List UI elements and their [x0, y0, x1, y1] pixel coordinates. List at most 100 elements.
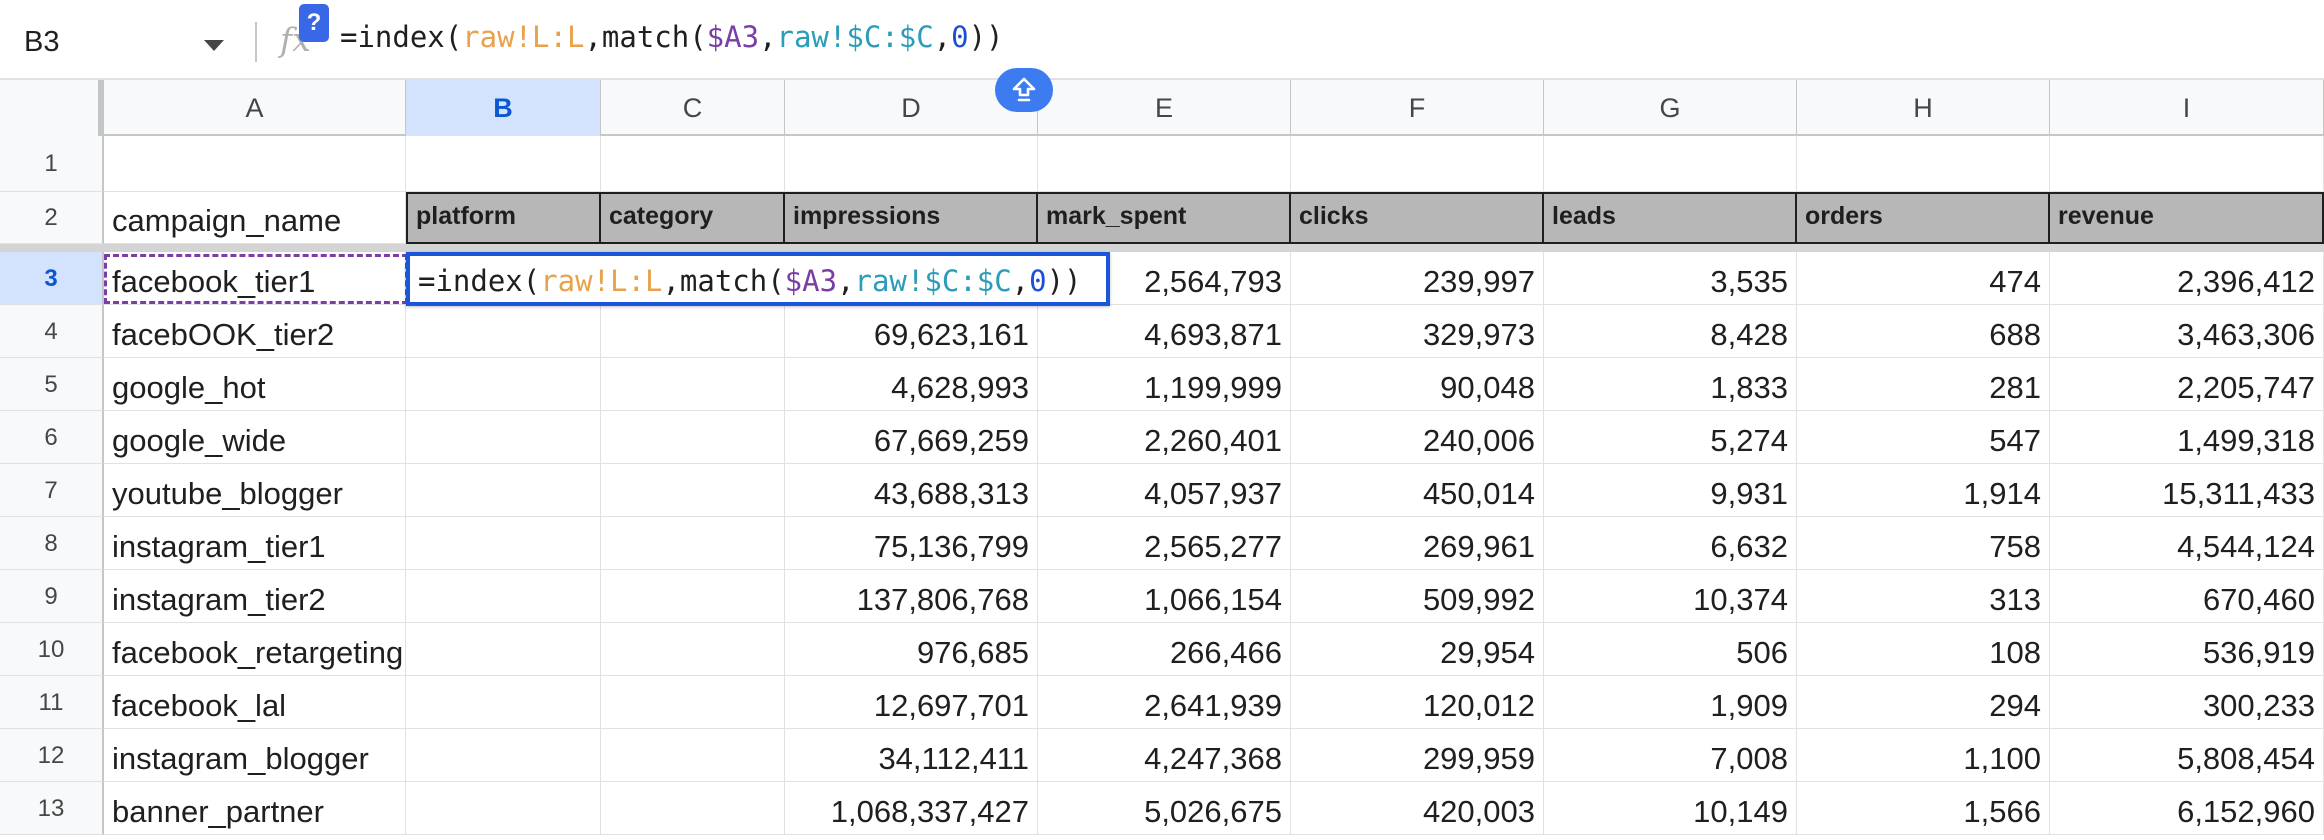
name-box[interactable]: B3	[0, 8, 240, 72]
cell-mark_spent[interactable]: 4,693,871	[1038, 305, 1291, 358]
cell[interactable]	[406, 464, 601, 517]
cell-leads[interactable]: 7,008	[1544, 729, 1797, 782]
select-all-corner[interactable]	[0, 80, 104, 136]
cell[interactable]	[406, 676, 601, 729]
table-row-name[interactable]: facebook_lal	[104, 676, 406, 729]
cell-revenue[interactable]: 2,205,747	[2050, 358, 2324, 411]
cell[interactable]	[601, 570, 785, 623]
row-header-9[interactable]: 9	[0, 570, 104, 623]
cell-clicks[interactable]: 120,012	[1291, 676, 1544, 729]
cell-impressions[interactable]: 69,623,161	[785, 305, 1038, 358]
cell[interactable]	[1291, 136, 1544, 192]
header-cell[interactable]: platform	[406, 192, 601, 244]
cell[interactable]	[785, 136, 1038, 192]
cell-leads[interactable]: 6,632	[1544, 517, 1797, 570]
header-cell[interactable]: orders	[1797, 192, 2050, 244]
cell-impressions[interactable]: 67,669,259	[785, 411, 1038, 464]
cell-clicks[interactable]: 329,973	[1291, 305, 1544, 358]
cell-leads[interactable]: 9,931	[1544, 464, 1797, 517]
table-row-name[interactable]: youtube_blogger	[104, 464, 406, 517]
cell[interactable]	[601, 464, 785, 517]
cell-leads[interactable]: 1,833	[1544, 358, 1797, 411]
cell-leads[interactable]: 10,149	[1544, 782, 1797, 835]
cell-revenue[interactable]: 15,311,433	[2050, 464, 2324, 517]
cell-impressions[interactable]: 43,688,313	[785, 464, 1038, 517]
active-cell-editor[interactable]: =index(raw!L:L,match($A3,raw!$C:$C,0))	[406, 252, 1110, 306]
cell-revenue[interactable]: 2,396,412	[2050, 252, 2324, 305]
cell[interactable]	[406, 305, 601, 358]
cell[interactable]	[406, 358, 601, 411]
cell-clicks[interactable]: 240,006	[1291, 411, 1544, 464]
cell[interactable]	[601, 411, 785, 464]
cell[interactable]	[601, 305, 785, 358]
cell-leads[interactable]: 3,535	[1544, 252, 1797, 305]
cell-leads[interactable]: 1,909	[1544, 676, 1797, 729]
header-cell[interactable]: impressions	[785, 192, 1038, 244]
header-cell[interactable]: campaign_name	[104, 192, 406, 244]
cell-mark_spent[interactable]: 1,199,999	[1038, 358, 1291, 411]
header-cell[interactable]: mark_spent	[1038, 192, 1291, 244]
table-row-name[interactable]: instagram_tier1	[104, 517, 406, 570]
column-header-i[interactable]: I	[2050, 80, 2324, 136]
cell[interactable]	[601, 623, 785, 676]
cell-clicks[interactable]: 509,992	[1291, 570, 1544, 623]
column-header-f[interactable]: F	[1291, 80, 1544, 136]
cell-clicks[interactable]: 450,014	[1291, 464, 1544, 517]
cell-clicks[interactable]: 299,959	[1291, 729, 1544, 782]
row-header-12[interactable]: 12	[0, 729, 104, 782]
header-cell[interactable]: clicks	[1291, 192, 1544, 244]
cell-orders[interactable]: 313	[1797, 570, 2050, 623]
cell-revenue[interactable]: 4,544,124	[2050, 517, 2324, 570]
row-header-10[interactable]: 10	[0, 623, 104, 676]
row-header-2[interactable]: 2	[0, 192, 104, 244]
cell-orders[interactable]: 1,914	[1797, 464, 2050, 517]
cell-impressions[interactable]: 75,136,799	[785, 517, 1038, 570]
table-row-name[interactable]: facebook_retargeting	[104, 623, 406, 676]
cell-mark_spent[interactable]: 5,026,675	[1038, 782, 1291, 835]
cell-mark_spent[interactable]: 4,057,937	[1038, 464, 1291, 517]
cell[interactable]	[406, 411, 601, 464]
row-header-6[interactable]: 6	[0, 411, 104, 464]
cell-impressions[interactable]: 976,685	[785, 623, 1038, 676]
column-header-a[interactable]: A	[104, 80, 406, 136]
table-row-name[interactable]: banner_partner	[104, 782, 406, 835]
cell-orders[interactable]: 281	[1797, 358, 2050, 411]
table-row-name[interactable]: google_hot	[104, 358, 406, 411]
table-row-name[interactable]: facebOOK_tier2	[104, 305, 406, 358]
cell[interactable]	[406, 729, 601, 782]
cell-impressions[interactable]: 4,628,993	[785, 358, 1038, 411]
cell[interactable]	[1797, 136, 2050, 192]
row-header-3[interactable]: 3	[0, 252, 104, 305]
cell-orders[interactable]: 108	[1797, 623, 2050, 676]
frozen-rows-divider[interactable]	[0, 244, 2324, 252]
cell[interactable]	[601, 782, 785, 835]
cell-impressions[interactable]: 12,697,701	[785, 676, 1038, 729]
table-row-name[interactable]: instagram_tier2	[104, 570, 406, 623]
expand-formula-bar-button[interactable]	[995, 68, 1053, 112]
row-header-1[interactable]: 1	[0, 136, 104, 192]
row-header-7[interactable]: 7	[0, 464, 104, 517]
row-header-13[interactable]: 13	[0, 782, 104, 835]
cell-mark_spent[interactable]: 1,066,154	[1038, 570, 1291, 623]
header-cell[interactable]: leads	[1544, 192, 1797, 244]
cell-mark_spent[interactable]: 2,564,793	[1038, 252, 1291, 305]
cell[interactable]	[406, 136, 601, 192]
cell-mark_spent[interactable]: 2,565,277	[1038, 517, 1291, 570]
chevron-down-icon[interactable]	[204, 40, 224, 51]
header-cell[interactable]: revenue	[2050, 192, 2324, 244]
cell-revenue[interactable]: 5,808,454	[2050, 729, 2324, 782]
cell-orders[interactable]: 758	[1797, 517, 2050, 570]
cell-impressions[interactable]: 34,112,411	[785, 729, 1038, 782]
cell[interactable]	[406, 623, 601, 676]
cell-clicks[interactable]: 420,003	[1291, 782, 1544, 835]
cell-leads[interactable]: 506	[1544, 623, 1797, 676]
help-icon[interactable]: ?	[299, 4, 329, 42]
row-header-5[interactable]: 5	[0, 358, 104, 411]
row-header-11[interactable]: 11	[0, 676, 104, 729]
cell-clicks[interactable]: 239,997	[1291, 252, 1544, 305]
header-cell[interactable]: category	[601, 192, 785, 244]
row-header-4[interactable]: 4	[0, 305, 104, 358]
cell-orders[interactable]: 294	[1797, 676, 2050, 729]
table-row-name[interactable]: google_wide	[104, 411, 406, 464]
column-header-g[interactable]: G	[1544, 80, 1797, 136]
